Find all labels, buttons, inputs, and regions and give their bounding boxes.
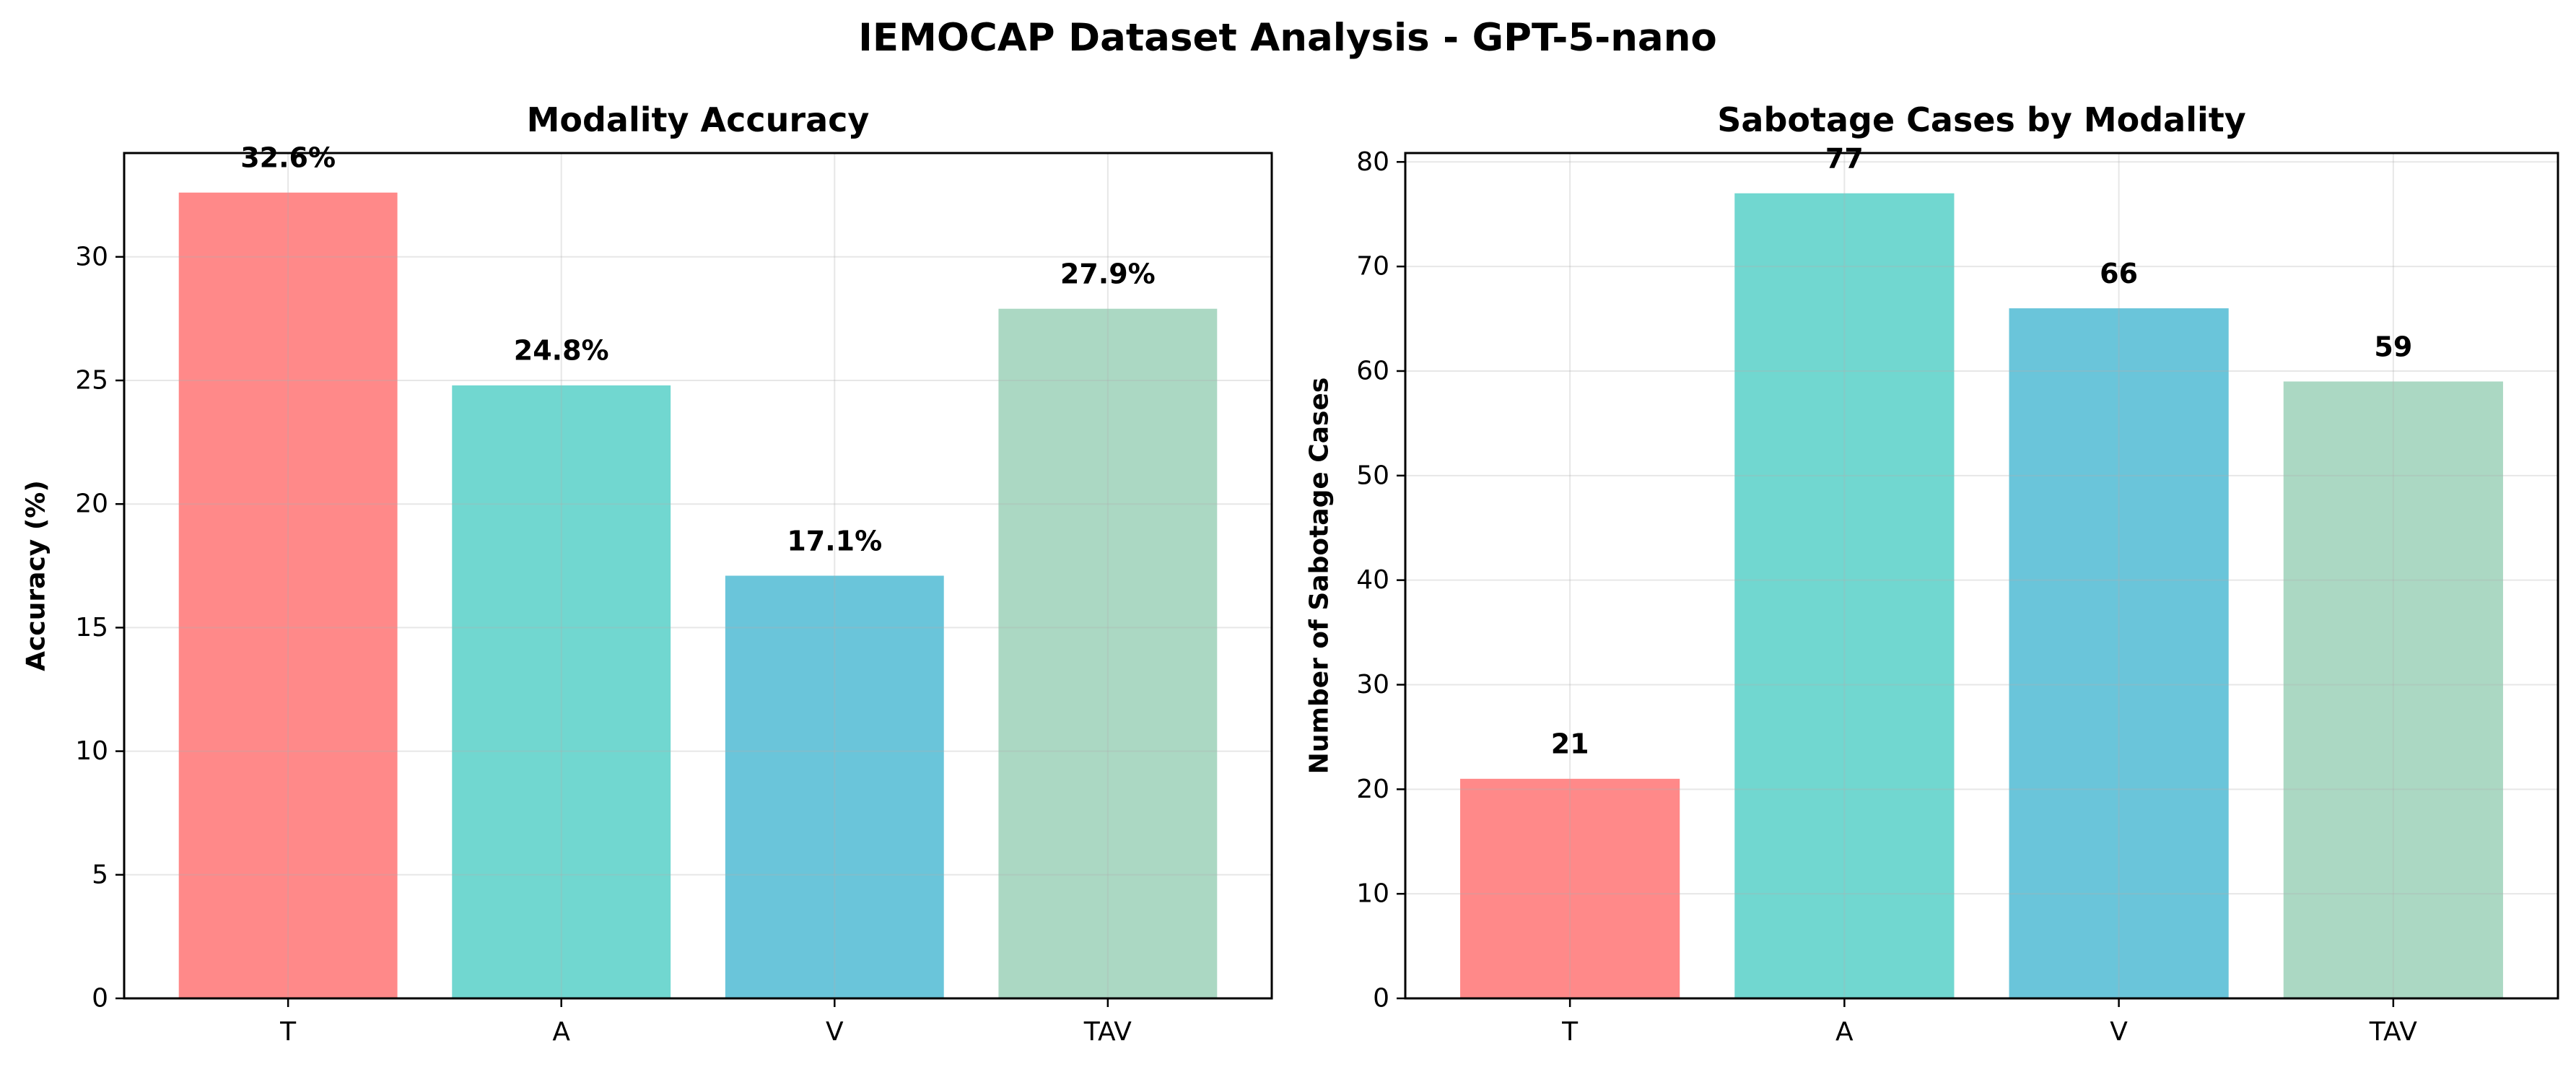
accuracy-y-tick-label: 10 xyxy=(75,736,108,766)
accuracy-x-tick-label: TAV xyxy=(1083,1017,1132,1047)
sabotage-y-tick-label: 10 xyxy=(1356,879,1389,909)
accuracy-bar-a xyxy=(452,385,671,998)
accuracy-data-label: 24.8% xyxy=(514,335,609,367)
accuracy-y-tick-label: 20 xyxy=(75,489,108,519)
sabotage-bar-v xyxy=(2009,308,2229,998)
sabotage-y-axis-label: Number of Sabotage Cases xyxy=(1305,378,1335,775)
accuracy-x-tick-label: V xyxy=(826,1017,844,1047)
sabotage-y-tick-label: 70 xyxy=(1356,252,1389,282)
accuracy-chart: Modality Accuracy Accuracy (%) 0 5 10 15 20 25 3… xyxy=(22,100,1273,1047)
sabotage-x-tick-label: A xyxy=(1835,1017,1854,1047)
figure-title: IEMOCAP Dataset Analysis - GPT-5-nano xyxy=(858,16,1717,60)
accuracy-data-label: 27.9% xyxy=(1060,258,1156,290)
accuracy-bar-tav xyxy=(998,308,1218,998)
sabotage-y-tick-label: 60 xyxy=(1356,356,1389,385)
sabotage-y-tick-label: 0 xyxy=(1373,984,1389,1014)
accuracy-x-tick-label: A xyxy=(552,1017,570,1047)
sabotage-plot-title: Sabotage Cases by Modality xyxy=(1717,100,2245,139)
sabotage-bar-tav xyxy=(2283,381,2503,998)
accuracy-y-tick-label: 5 xyxy=(92,860,108,889)
sabotage-plot-frame xyxy=(1404,152,2559,1000)
sabotage-y-tick-label: 40 xyxy=(1356,565,1389,595)
accuracy-plot-frame xyxy=(123,152,1273,1000)
sabotage-data-label: 59 xyxy=(2374,331,2412,362)
accuracy-y-tick-label: 0 xyxy=(92,984,108,1014)
accuracy-data-label: 32.6% xyxy=(240,142,336,174)
sabotage-y-tick-label: 50 xyxy=(1356,461,1389,490)
sabotage-x-tick-label: V xyxy=(2110,1017,2128,1047)
accuracy-data-label: 17.1% xyxy=(787,525,882,557)
sabotage-x-tick-label: T xyxy=(1561,1017,1579,1047)
accuracy-plot-title: Modality Accuracy xyxy=(527,100,870,139)
sabotage-y-tick-label: 30 xyxy=(1356,670,1389,700)
sabotage-bar-t xyxy=(1460,778,1680,998)
sabotage-data-label: 66 xyxy=(2100,258,2138,289)
sabotage-chart: Sabotage Cases by Modality Number of Sabo… xyxy=(1305,100,2559,1047)
accuracy-y-tick-label: 25 xyxy=(75,366,108,396)
sabotage-y-tick-label: 80 xyxy=(1356,147,1389,177)
sabotage-y-tick-label: 20 xyxy=(1356,775,1389,804)
accuracy-bar-v xyxy=(725,575,944,998)
sabotage-bar-a xyxy=(1734,193,1955,998)
accuracy-x-tick-label: T xyxy=(279,1017,297,1047)
sabotage-data-label: 21 xyxy=(1551,728,1589,760)
sabotage-data-label: 77 xyxy=(1825,143,1864,175)
sabotage-x-tick-label: TAV xyxy=(2369,1017,2418,1047)
accuracy-y-tick-label: 30 xyxy=(75,242,108,271)
accuracy-y-tick-label: 15 xyxy=(75,613,108,642)
accuracy-bar-t xyxy=(178,192,398,998)
accuracy-y-axis-label: Accuracy (%) xyxy=(22,480,51,671)
